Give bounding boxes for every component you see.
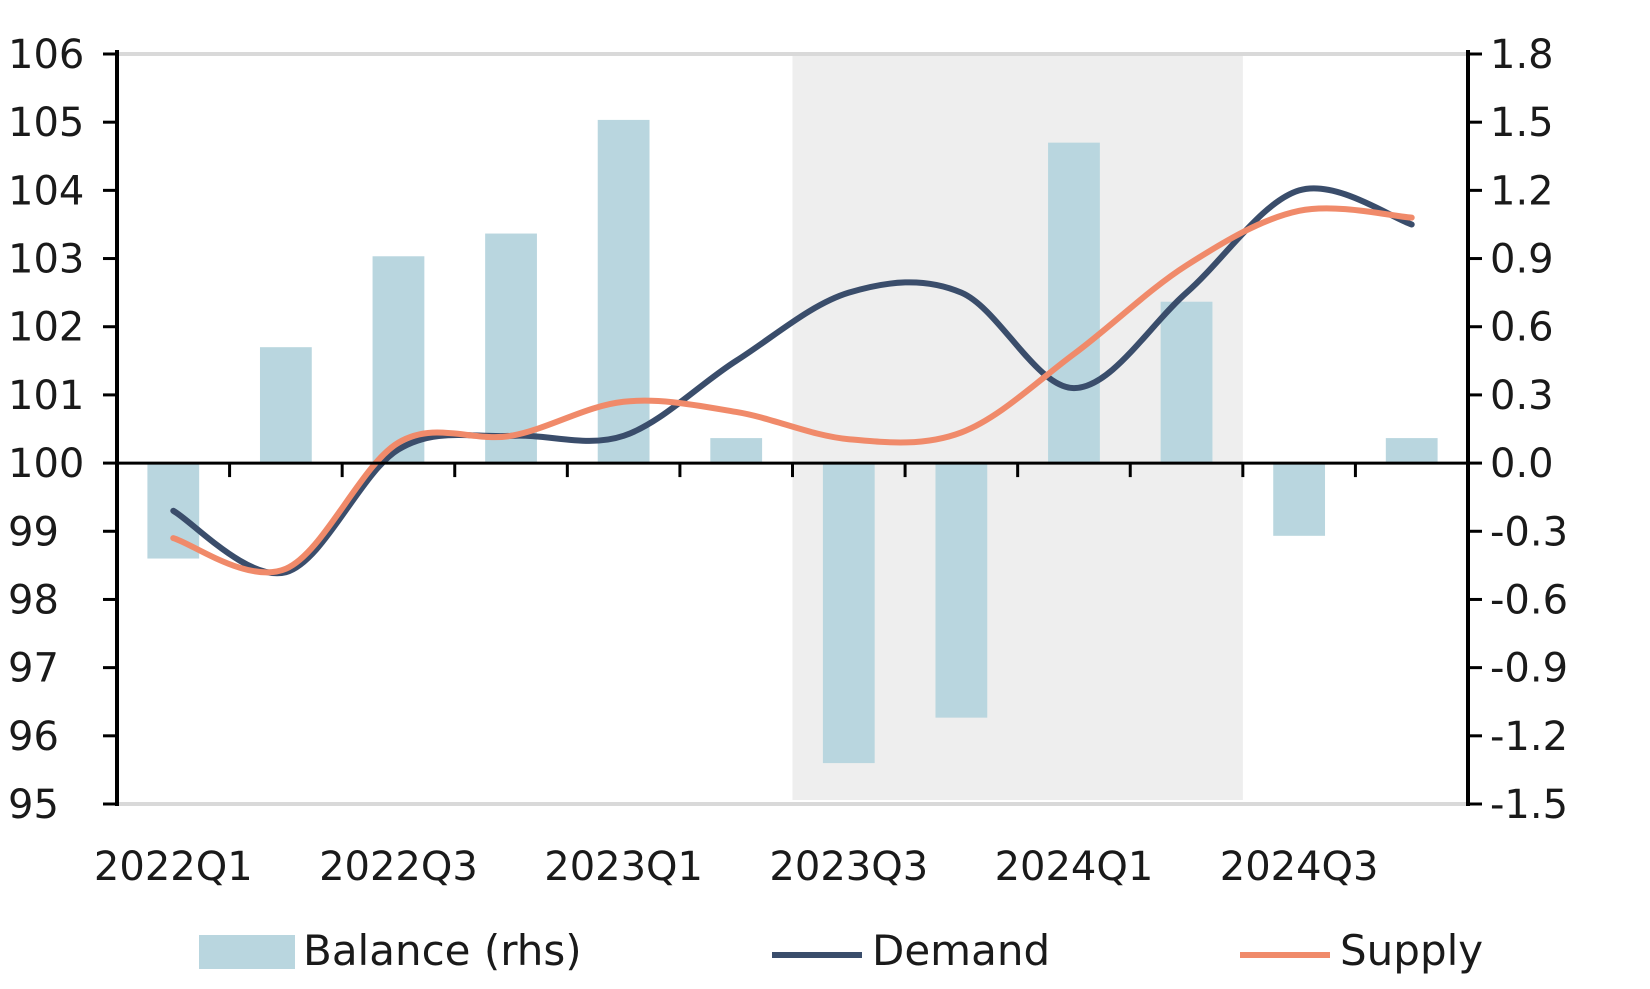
left-tick-label: 98 <box>8 577 59 623</box>
right-tick-label: 0.0 <box>1490 441 1554 487</box>
bars <box>147 119 1438 764</box>
bar-balance-2022Q4 <box>485 233 537 464</box>
x-tick-label: 2024Q3 <box>1220 844 1379 890</box>
bar-balance-2022Q3 <box>372 256 425 464</box>
left-tick-label: 102 <box>8 305 84 351</box>
left-tick-labels: 95 96 97 98 99 100 101 102 103 104 105 106 <box>8 32 84 828</box>
right-tick-label: -0.3 <box>1490 509 1568 555</box>
right-tick-label: -0.6 <box>1490 577 1568 623</box>
left-tick-label: 100 <box>8 441 84 487</box>
legend-balance-swatch <box>199 935 295 969</box>
left-tick-label: 97 <box>8 646 59 692</box>
bar-balance-2023Q4 <box>935 463 988 718</box>
bar-balance-2024Q4 <box>1385 438 1438 464</box>
legend-demand-label: Demand <box>872 926 1050 975</box>
left-tick-label: 106 <box>8 32 84 78</box>
axes <box>103 50 1482 806</box>
right-tick-label: 0.3 <box>1490 373 1554 419</box>
right-tick-label: 1.5 <box>1490 100 1554 146</box>
left-tick-label: 96 <box>8 714 59 760</box>
right-tick-label: -1.2 <box>1490 714 1568 760</box>
x-tick-label: 2022Q1 <box>94 844 253 890</box>
right-tick-label: 0.9 <box>1490 237 1554 283</box>
bar-balance-2024Q2 <box>1160 301 1213 464</box>
left-tick-label: 101 <box>8 373 84 419</box>
line-supply <box>170 205 1415 576</box>
x-tick-labels: 2022Q1 2022Q3 2023Q1 2023Q3 2024Q1 2024Q3 <box>94 844 1379 890</box>
x-tick-label: 2024Q1 <box>995 844 1154 890</box>
bar-balance-2023Q1 <box>597 119 650 464</box>
bar-balance-2023Q3 <box>822 463 875 764</box>
left-tick-label: 95 <box>8 782 59 828</box>
right-tick-label: -0.9 <box>1490 646 1568 692</box>
bar-balance-2022Q2 <box>259 347 312 464</box>
bar-balance-2024Q1 <box>1048 142 1100 464</box>
x-tick-label: 2023Q1 <box>544 844 703 890</box>
legend-balance-label: Balance (rhs) <box>303 926 582 975</box>
left-tick-label: 104 <box>8 168 84 214</box>
bar-balance-2024Q3 <box>1273 463 1326 536</box>
right-tick-label: 0.6 <box>1490 305 1554 351</box>
line-demand <box>170 185 1415 577</box>
legend: Balance (rhs) Demand Supply <box>199 926 1483 975</box>
bar-balance-2023Q2 <box>710 438 763 464</box>
x-tick-label: 2023Q3 <box>769 844 928 890</box>
x-tick-label: 2022Q3 <box>319 844 478 890</box>
right-tick-label: -1.5 <box>1490 782 1568 828</box>
left-tick-label: 99 <box>8 509 59 555</box>
right-tick-label: 1.2 <box>1490 168 1554 214</box>
right-tick-label: 1.8 <box>1490 32 1554 78</box>
left-tick-label: 105 <box>8 100 84 146</box>
legend-supply-label: Supply <box>1340 926 1483 975</box>
right-tick-labels: -1.5 -1.2 -0.9 -0.6 -0.3 0.0 0.3 0.6 0.9 1.2 1.5 1.… <box>1490 32 1568 828</box>
left-tick-label: 103 <box>8 237 84 283</box>
lines <box>170 185 1415 577</box>
